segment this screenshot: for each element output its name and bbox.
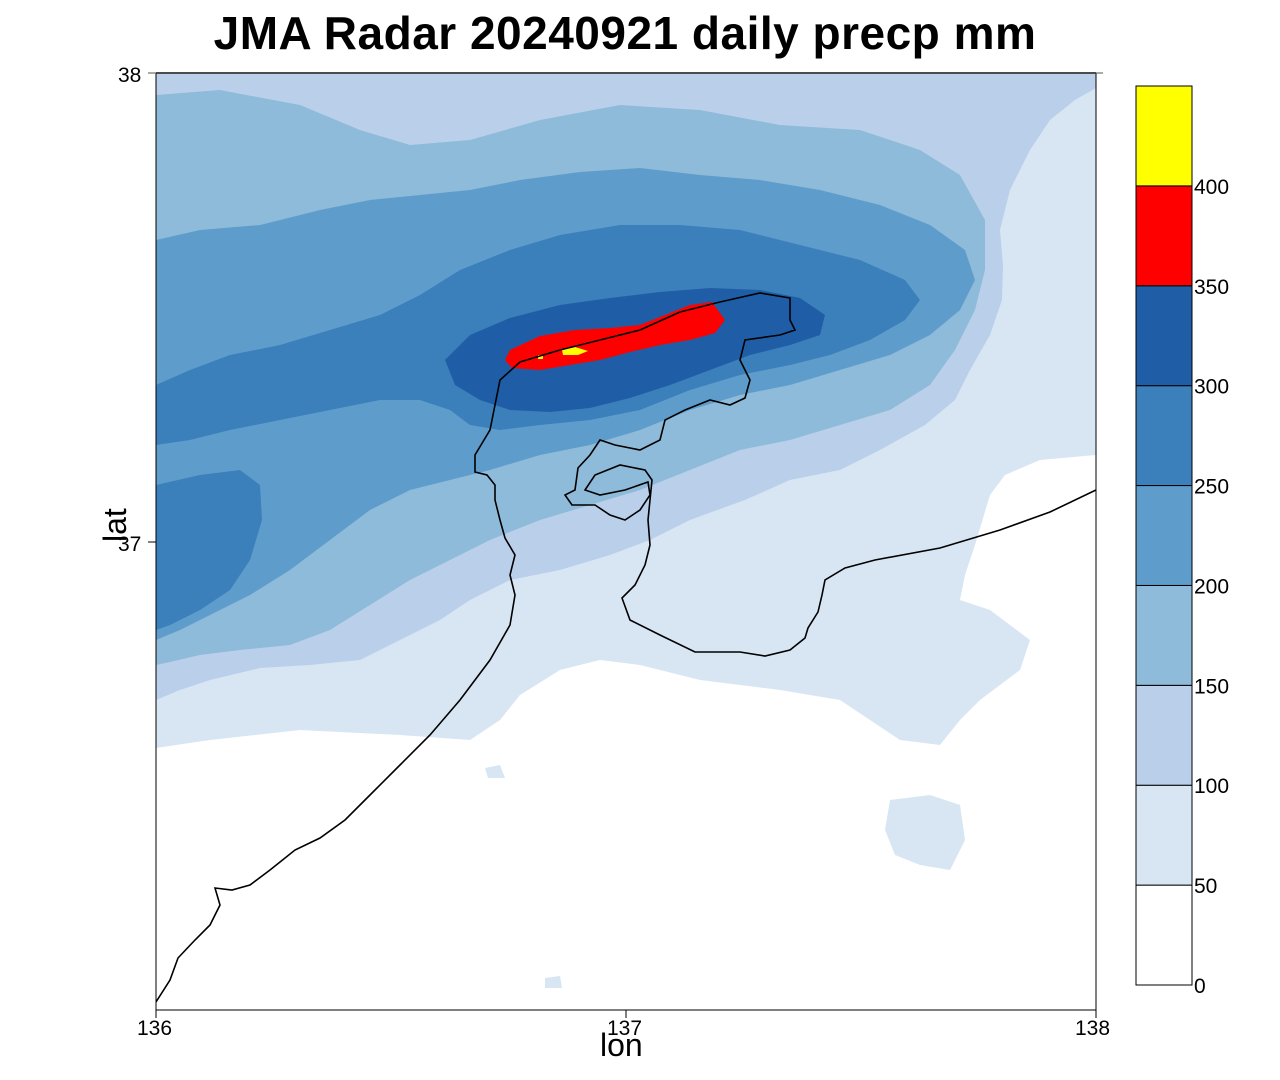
precipitation-field [156,73,1096,1010]
colorbar-swatch [1135,485,1193,586]
colorbar-label: 200 [1194,575,1229,598]
contour-250-patch [156,470,262,630]
colorbar-swatch [1135,584,1193,686]
y-axis-label: lat [97,508,133,542]
y-tick-38: 38 [118,64,141,87]
colorbar-label: 350 [1194,276,1229,299]
colorbar-swatch [1135,684,1193,786]
x-tick-136: 136 [137,1017,172,1040]
colorbar-label: 100 [1194,775,1229,798]
colorbar-label: 0 [1194,975,1206,998]
x-tick-137: 137 [607,1017,642,1040]
colorbar-swatch [1135,185,1193,287]
x-axis-label: lon [600,1027,643,1063]
colorbar-swatch [1135,385,1193,487]
y-tick-37: 37 [118,533,141,556]
colorbar-swatch [1135,285,1193,387]
colorbar-swatch [1135,884,1193,986]
colorbar-label: 50 [1194,875,1217,898]
colorbar-swatch [1135,85,1193,187]
contour-400 [562,347,588,355]
axes-frame [148,72,1103,1018]
contour-50-patch3 [545,976,562,988]
colorbar: 0 50 100 150 200 250 300 350 400 [1135,85,1229,998]
chart-title: JMA Radar 20240921 daily precp mm [213,7,1037,59]
colorbar-label: 300 [1194,376,1229,399]
coastline [156,292,1096,1003]
colorbar-label: 250 [1194,476,1229,499]
contour-50-patch2 [485,765,505,778]
contour-50-patch [885,795,965,870]
colorbar-label: 400 [1194,176,1229,199]
colorbar-swatch [1135,784,1193,886]
colorbar-label: 150 [1194,675,1229,698]
x-tick-138: 138 [1075,1017,1110,1040]
